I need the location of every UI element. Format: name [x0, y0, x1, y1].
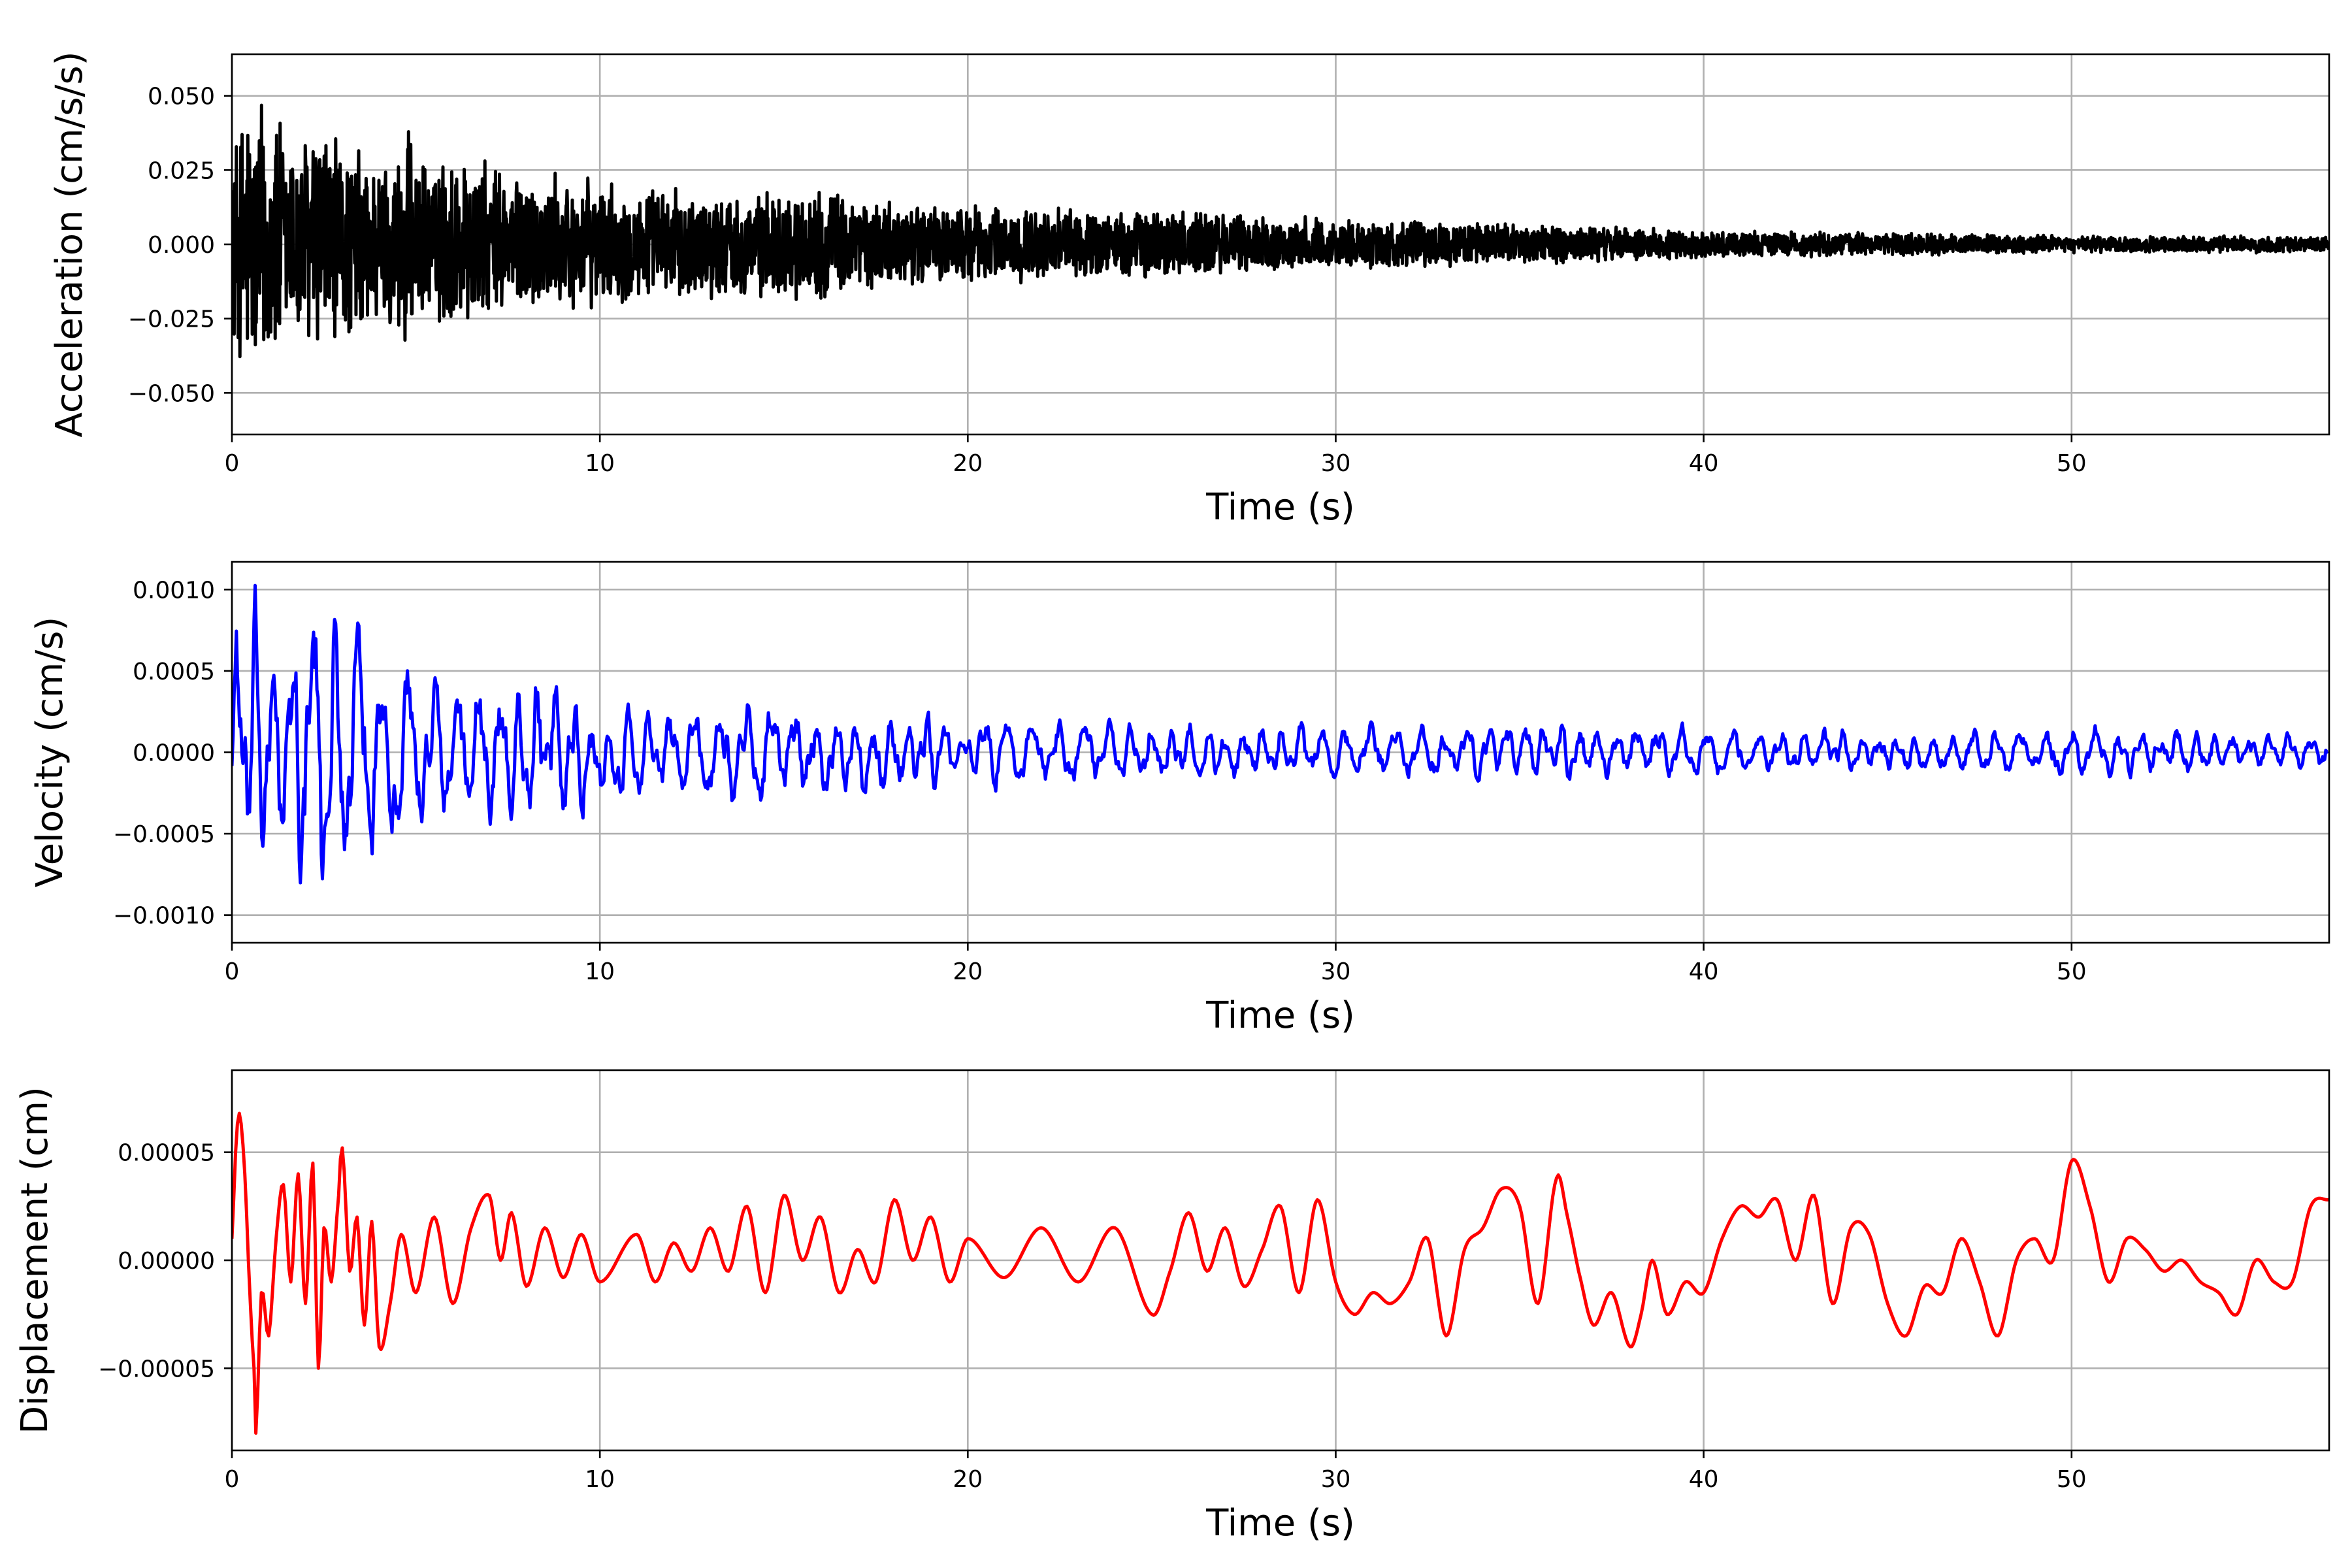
velocity-xtick-label-2: 20	[953, 958, 983, 985]
acceleration-xtick-label-5: 50	[2057, 450, 2087, 477]
velocity-xtick-label-3: 30	[1321, 958, 1351, 985]
velocity-y-axis-label: Velocity (cm/s)	[29, 617, 71, 888]
displacement-xtick-label-1: 10	[585, 1466, 615, 1493]
velocity-x-axis-label: Time (s)	[1205, 994, 1355, 1037]
velocity-ytick-label-4: 0.0010	[133, 577, 215, 604]
acceleration-ytick-label-4: 0.050	[148, 84, 215, 110]
acceleration-series-line	[232, 103, 2329, 359]
velocity-xtick-label-5: 50	[2057, 958, 2087, 985]
velocity-xtick-label-0: 0	[225, 958, 240, 985]
acceleration-ytick-label-2: 0.000	[148, 232, 215, 259]
velocity-xtick-label-1: 10	[585, 958, 615, 985]
displacement-xtick-label-4: 40	[1689, 1466, 1719, 1493]
displacement-series-line	[232, 1111, 2329, 1435]
velocity-ytick-label-0: −0.0010	[113, 903, 215, 930]
acceleration-ytick-label-1: −0.025	[128, 306, 215, 333]
velocity-ytick-label-3: 0.0005	[133, 659, 215, 685]
acceleration-xtick-label-0: 0	[225, 450, 240, 477]
velocity-xtick-label-4: 40	[1689, 958, 1719, 985]
displacement-xtick-label-0: 0	[225, 1466, 240, 1493]
displacement-x-axis-label: Time (s)	[1205, 1502, 1355, 1544]
acceleration-ytick-label-0: −0.050	[128, 380, 215, 407]
displacement-panel: 0 10 20 30 40 50 −0.00005 0.00000 0.00005 Time (s…	[14, 1069, 2330, 1544]
velocity-series-line	[232, 583, 2329, 885]
acceleration-xtick-label-2: 20	[953, 450, 983, 477]
acceleration-y-axis-label: Acceleration (cm/s/s)	[48, 52, 91, 438]
displacement-ytick-label-0: −0.00005	[98, 1356, 215, 1382]
displacement-ytick-label-2: 0.00005	[118, 1140, 215, 1167]
acceleration-xtick-label-3: 30	[1321, 450, 1351, 477]
velocity-panel: 0 10 20 30 40 50 −0.0010 −0.0005 0.0000 0.0005 0.0…	[29, 561, 2330, 1037]
acceleration-xtick-label-1: 10	[585, 450, 615, 477]
velocity-ytick-label-2: 0.0000	[133, 740, 215, 767]
displacement-y-axis-label: Displacement (cm)	[14, 1086, 56, 1434]
velocity-ytick-label-1: −0.0005	[113, 821, 215, 848]
displacement-xtick-label-3: 30	[1321, 1466, 1351, 1493]
acceleration-xtick-label-4: 40	[1689, 450, 1719, 477]
acceleration-x-axis-label: Time (s)	[1205, 486, 1355, 529]
acceleration-ytick-label-3: 0.025	[148, 157, 215, 184]
acceleration-panel: 0 10 20 30 40 50 −0.050 −0.025 0.000 0.025 0.050 Ti…	[48, 52, 2330, 529]
displacement-ytick-label-1: 0.00000	[118, 1248, 215, 1275]
displacement-xtick-label-2: 20	[953, 1466, 983, 1493]
displacement-xtick-label-5: 50	[2057, 1466, 2087, 1493]
